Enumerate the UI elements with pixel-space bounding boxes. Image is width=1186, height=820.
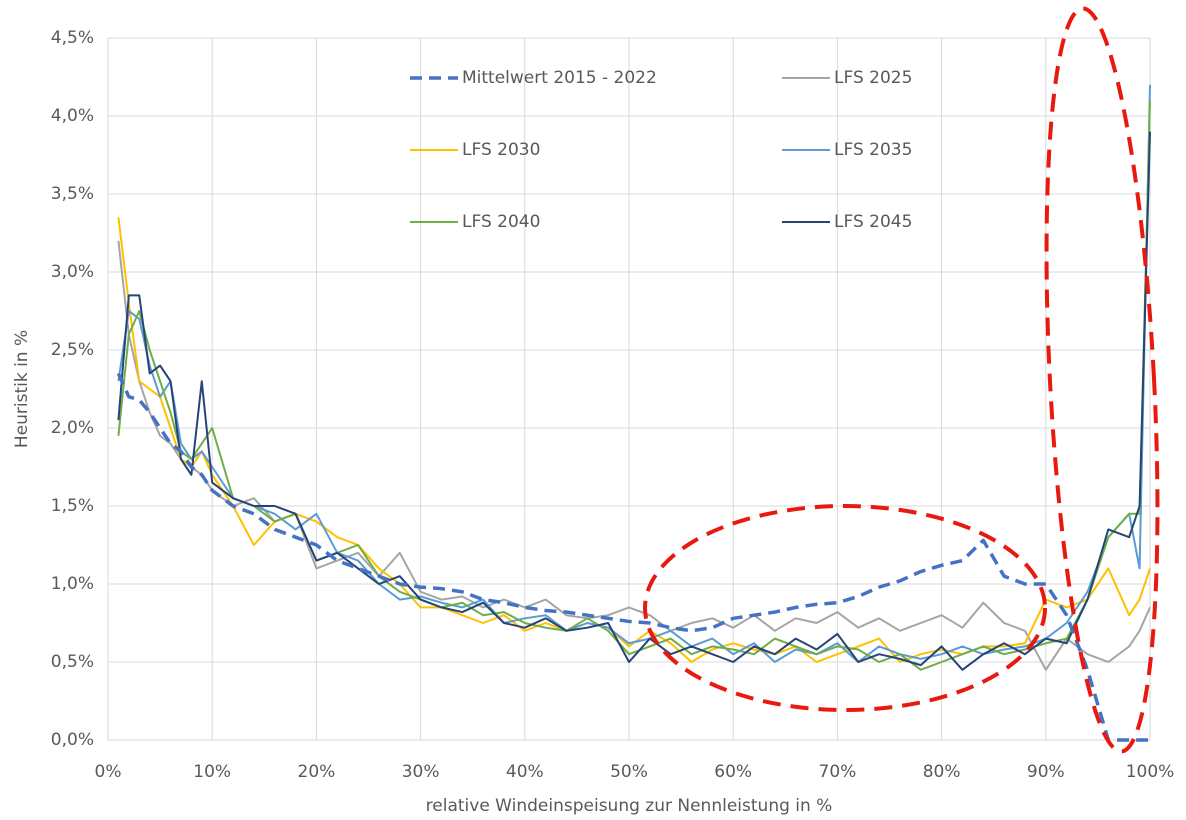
series-line — [117, 131, 1151, 671]
x-tick-label: 20% — [298, 762, 336, 782]
x-tick-label: 40% — [506, 762, 544, 782]
y-tick-label: 0,0% — [51, 730, 94, 750]
y-tick-label: 0,5% — [51, 652, 94, 672]
x-tick-label: 80% — [923, 762, 961, 782]
y-tick-label: 2,0% — [51, 418, 94, 438]
legend: Mittelwert 2015 - 2022 LFS 2025 LFS 2030 LF… — [410, 68, 912, 232]
legend-label: Mittelwert 2015 - 2022 — [462, 68, 657, 88]
legend-label: LFS 2025 — [834, 68, 912, 88]
y-tick-label: 4,5% — [51, 28, 94, 48]
y-axis-label: Heuristik in % — [12, 330, 32, 448]
y-tick-label: 4,0% — [51, 106, 94, 126]
legend-label: LFS 2035 — [834, 140, 912, 160]
x-tick-label: 60% — [714, 762, 752, 782]
grid: 0,0% 0,5% 1,0% 1,5% 2,0% 2,5% 3,0% 3,5% 4,0% 4,5%… — [51, 28, 1175, 782]
x-tick-label: 30% — [402, 762, 440, 782]
plot-lines — [116, 84, 1151, 742]
highlight-ellipse — [643, 504, 1047, 712]
x-tick-label: 10% — [193, 762, 231, 782]
series-line — [116, 372, 1150, 742]
y-tick-label: 2,5% — [51, 340, 94, 360]
legend-label: LFS 2030 — [462, 140, 540, 160]
y-tick-label: 1,5% — [51, 496, 94, 516]
x-tick-label: 90% — [1027, 762, 1065, 782]
x-tick-label: 50% — [610, 762, 648, 782]
legend-label: LFS 2040 — [462, 212, 540, 232]
x-tick-label: 100% — [1126, 762, 1175, 782]
x-tick-label: 70% — [819, 762, 857, 782]
legend-label: LFS 2045 — [834, 212, 912, 232]
y-tick-label: 3,0% — [51, 262, 94, 282]
y-tick-label: 1,0% — [51, 574, 94, 594]
x-axis-label: relative Windeinspeisung zur Nennleistun… — [426, 796, 833, 816]
y-tick-label: 3,5% — [51, 184, 94, 204]
highlight-ellipse — [1044, 6, 1160, 754]
x-tick-label: 0% — [95, 762, 122, 782]
